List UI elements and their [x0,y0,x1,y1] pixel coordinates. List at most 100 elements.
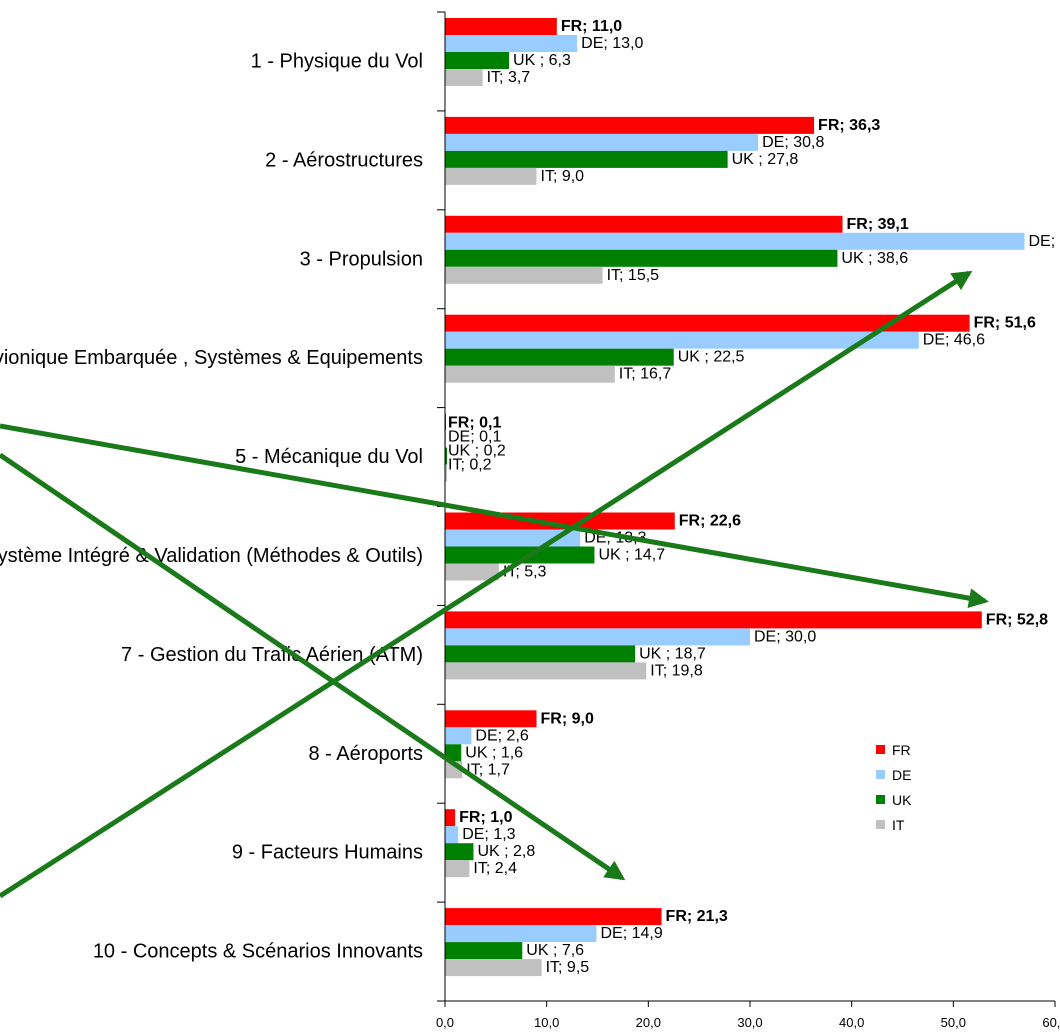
data-label-de-5: DE; 0,1 [448,429,501,446]
legend-swatch-it [876,820,885,829]
data-label-uk-8: UK ; 1,6 [465,744,523,761]
annotation-arrow-1 [0,423,989,609]
data-label-it-9: IT; 2,4 [473,860,517,877]
data-label-it-7: IT; 19,8 [650,662,703,679]
legend: FR DE UK IT [876,742,912,833]
bar-de-8 [445,727,472,745]
data-label-fr-8: FR; 9,0 [541,710,594,727]
bar-fr-10 [445,908,662,926]
x-tick-label-5: 50,0 [941,1015,966,1030]
bar-uk-1 [445,52,510,69]
bar-uk-5 [445,447,448,465]
bar-uk-2 [445,150,728,168]
category-label-10: 10 - Concepts & Scénarios Innovants [93,941,423,963]
bar-fr-5 [445,413,447,431]
data-label-de-10: DE; 14,9 [600,925,662,942]
category-label-6: 6 - Système Intégré & Validation (Méthod… [0,545,423,567]
bar-it-10 [445,959,542,977]
data-label-uk-2: UK ; 27,8 [732,151,799,168]
data-label-fr-10: FR; 21,3 [666,908,728,925]
legend-label-fr: FR [892,742,911,758]
bar-it-5 [445,464,448,482]
bar-de-4 [445,331,919,349]
data-label-uk-4: UK ; 22,5 [678,349,745,366]
data-label-fr-7: FR; 52,8 [986,611,1048,628]
bar-it-3 [445,266,603,284]
data-label-de-7: DE; 30,0 [754,628,816,645]
x-tick-label-3: 30,0 [737,1015,762,1030]
data-label-it-5: IT; 0,2 [448,457,492,474]
data-label-de-3: DE; 57,0 [1029,233,1060,250]
legend-label-it: IT [892,817,905,833]
axis-layer: 0,0 10,0 20,0 30,0 40,0 50,0 60,0 [436,11,1060,1030]
data-label-fr-2: FR; 36,3 [818,117,880,134]
x-tick-label-1: 10,0 [534,1015,559,1030]
bar-uk-3 [445,249,838,267]
bar-de-10 [445,925,597,943]
data-label-de-8: DE; 2,6 [475,727,528,744]
bar-fr-3 [445,215,843,233]
bar-fr-4 [445,314,970,332]
bar-fr-8 [445,710,537,728]
annotation-arrow-2 [0,452,626,881]
bar-de-9 [445,826,459,844]
data-label-fr-4: FR; 51,6 [974,315,1036,332]
data-label-fr-3: FR; 39,1 [847,216,909,233]
x-tick-label-4: 40,0 [839,1015,864,1030]
data-label-uk-9: UK ; 2,8 [477,843,535,860]
category-label-4: 4 - Avionique Embarquée , Systèmes & Equ… [0,347,423,369]
bar-fr-1 [445,18,557,35]
legend-swatch-fr [876,745,885,754]
data-label-uk-3: UK ; 38,6 [841,250,908,267]
x-tick-label-0: 0,0 [436,1015,454,1030]
bar-de-3 [445,232,1025,250]
bar-uk-8 [445,744,462,762]
category-label-3: 3 - Propulsion [300,248,423,270]
data-label-uk-5: UK ; 0,2 [448,443,506,460]
data-label-it-10: IT; 9,5 [546,959,590,976]
data-label-fr-5: FR; 0,1 [448,415,501,432]
category-label-2: 2 - Aérostructures [265,149,423,171]
x-tick-label-2: 20,0 [636,1015,661,1030]
bar-uk-6 [445,546,595,564]
data-label-it-3: IT; 15,5 [607,267,660,284]
bar-uk-9 [445,843,474,861]
data-label-it-8: IT; 1,7 [466,761,510,778]
bars-layer [445,18,1025,977]
category-labels-layer: 1 - Physique du Vol 2 - Aérostructures 3 -… [0,50,423,962]
bar-uk-7 [445,645,636,663]
data-label-it-2: IT; 9,0 [541,168,585,185]
data-label-uk-10: UK ; 7,6 [526,942,584,959]
data-label-de-4: DE; 46,6 [923,332,985,349]
data-label-de-9: DE; 1,3 [462,826,515,843]
bar-it-4 [445,365,615,383]
bar-de-5 [445,430,447,448]
data-label-fr-1: FR; 11,0 [561,18,622,35]
data-label-uk-1: UK ; 6,3 [513,52,571,69]
legend-label-de: DE [892,767,911,783]
data-label-it-4: IT; 16,7 [619,366,672,383]
bar-it-7 [445,662,647,680]
bar-it-1 [445,69,483,86]
bar-de-1 [445,35,578,52]
bar-de-2 [445,133,759,151]
bar-uk-4 [445,348,674,366]
data-label-it-1: IT; 3,7 [487,69,531,86]
category-label-5: 5 - Mécanique du Vol [235,446,423,468]
data-label-uk-6: UK ; 14,7 [598,547,665,564]
bar-fr-2 [445,116,815,134]
bar-uk-10 [445,942,523,960]
category-label-8: 8 - Aéroports [308,743,423,765]
bar-it-6 [445,563,499,581]
bar-fr-9 [445,809,456,827]
legend-swatch-uk [876,795,885,804]
category-label-7: 7 - Gestion du Trafic Aérien (ATM) [121,644,423,666]
data-label-de-1: DE; 13,0 [581,35,643,52]
data-label-fr-9: FR; 1,0 [459,809,512,826]
data-label-uk-7: UK ; 18,7 [639,645,706,662]
legend-swatch-de [876,770,885,779]
category-label-1: 1 - Physique du Vol [251,50,423,72]
legend-label-uk: UK [892,792,912,808]
